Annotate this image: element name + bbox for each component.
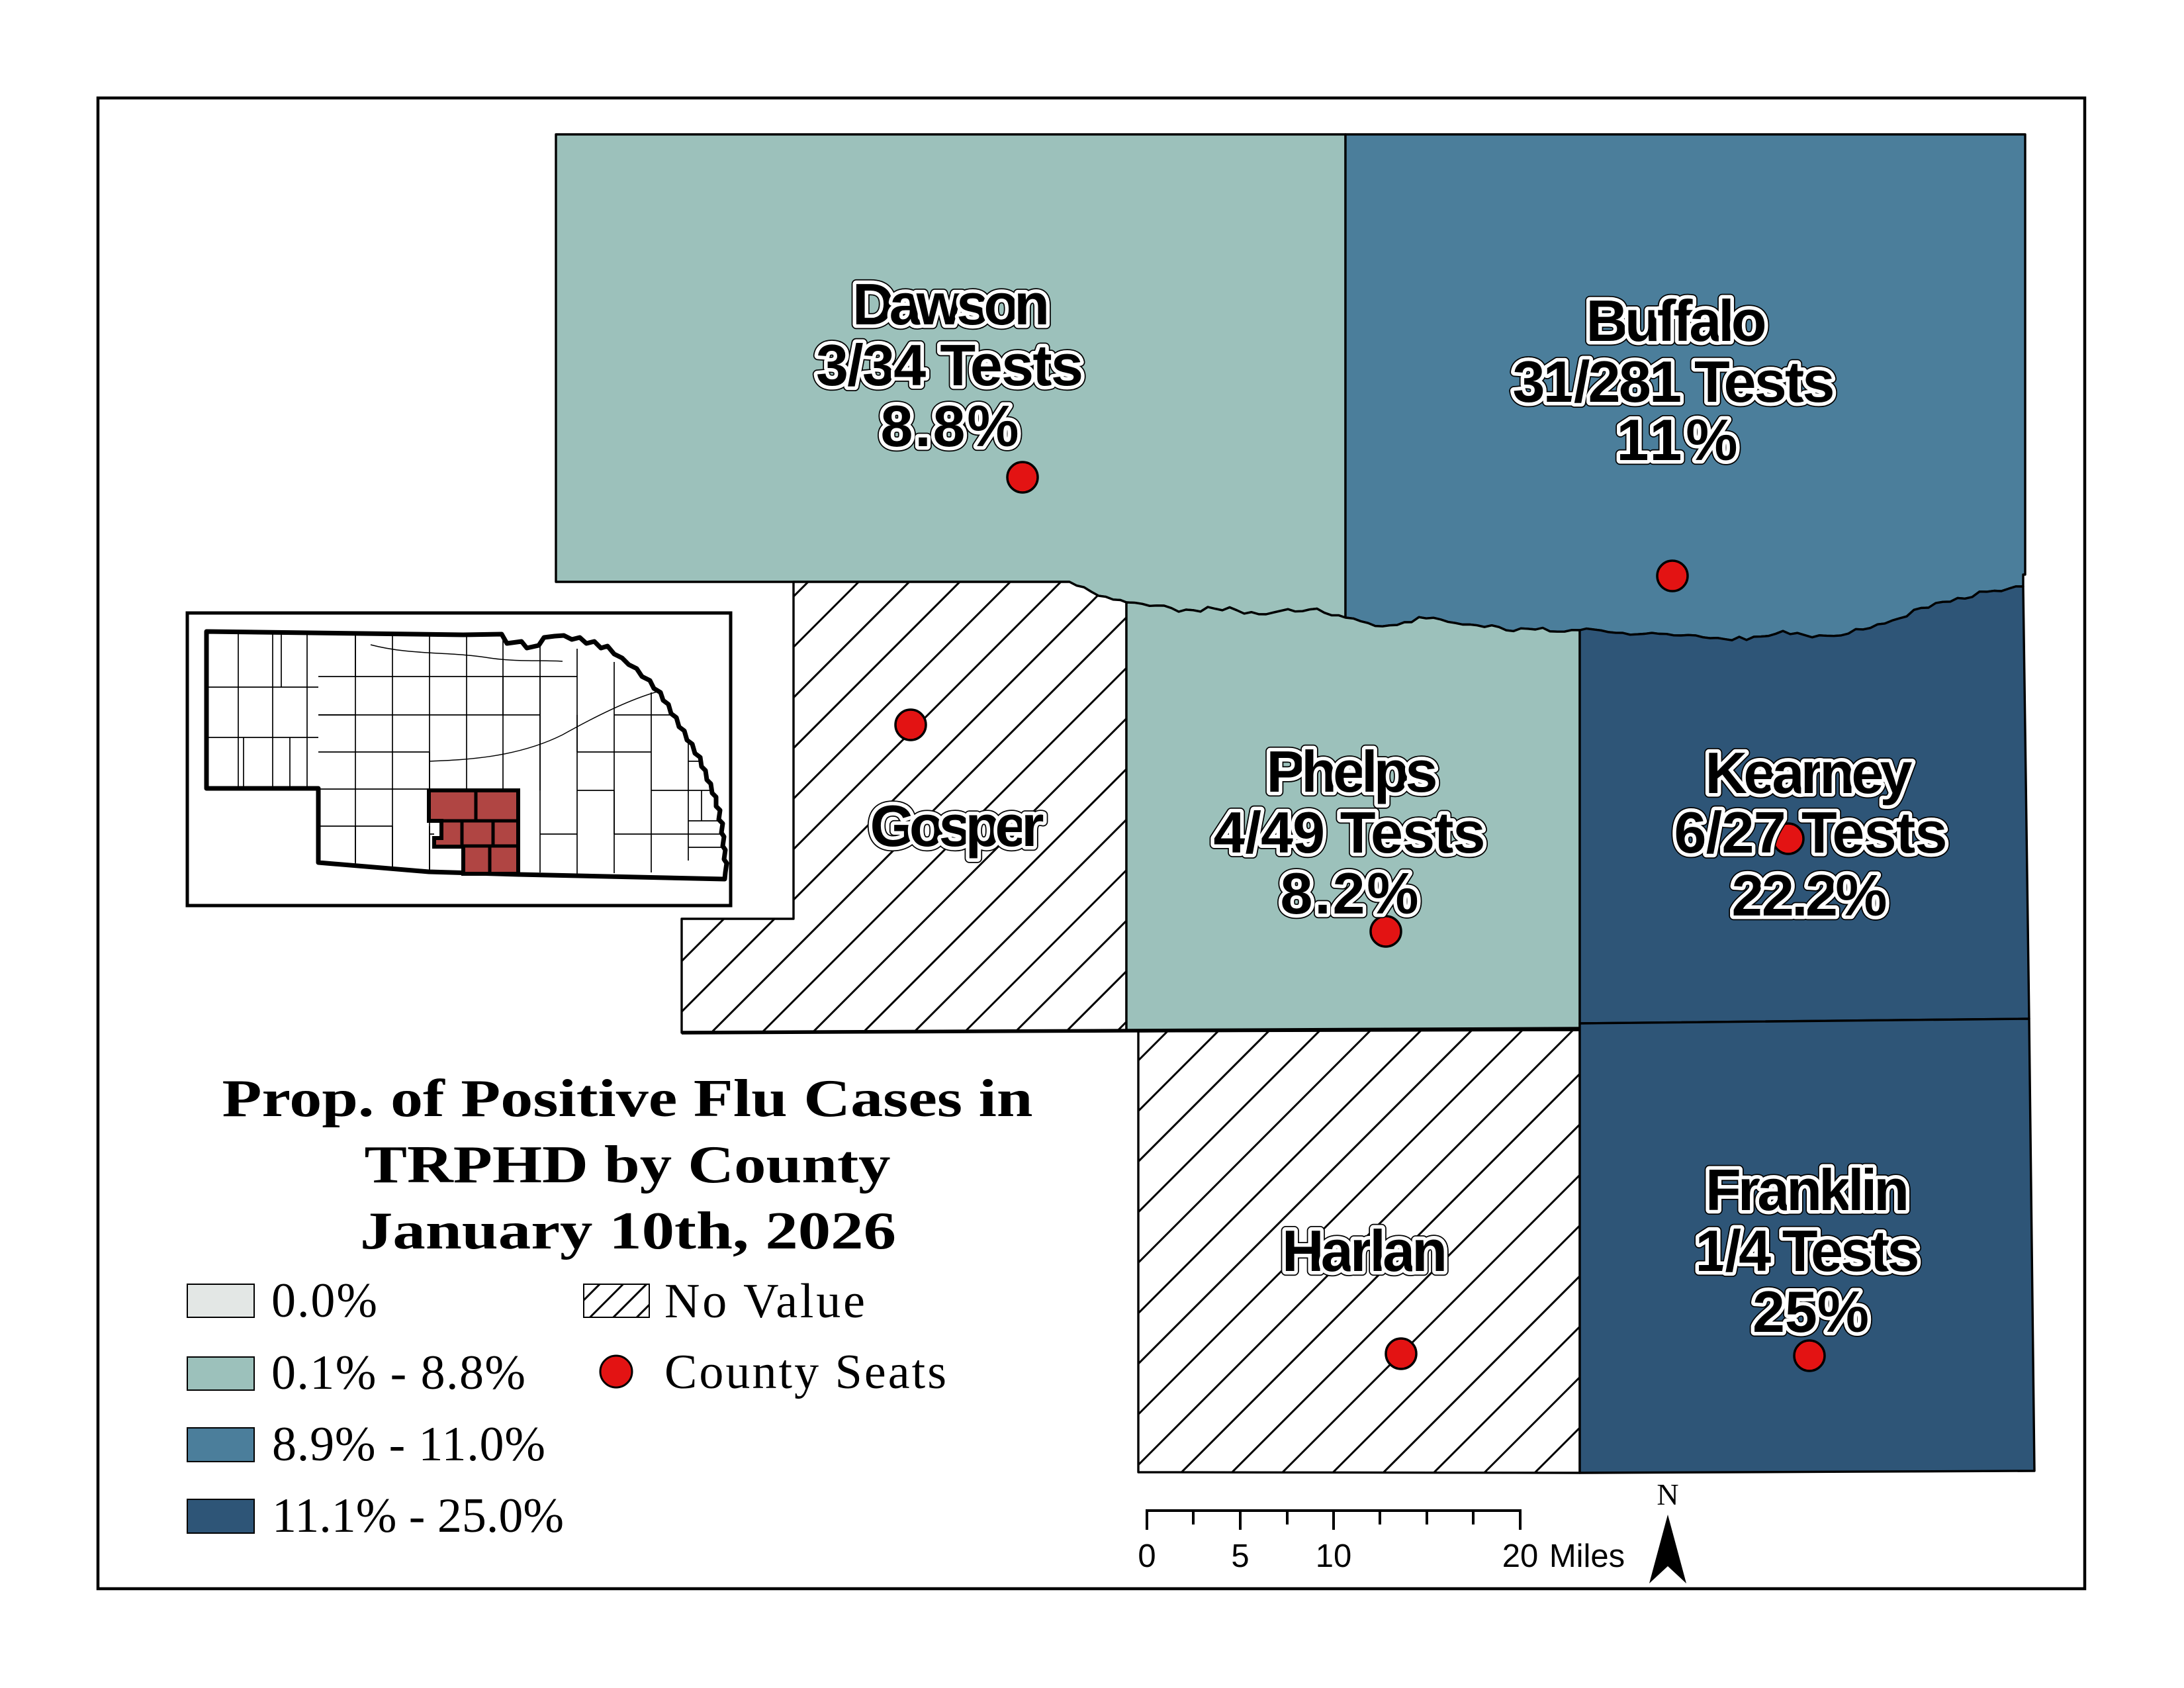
svg-text:8.9% - 11.0%: 8.9% - 11.0%	[272, 1417, 545, 1472]
svg-text:Buffalo: Buffalo	[1586, 288, 1767, 353]
svg-text:Harlan: Harlan	[1282, 1218, 1447, 1284]
svg-text:Phelps: Phelps	[1267, 739, 1438, 804]
svg-text:20: 20	[1502, 1538, 1539, 1574]
svg-text:8.2%: 8.2%	[1281, 861, 1419, 926]
svg-text:Buffalo: Buffalo	[1586, 288, 1767, 353]
svg-text:5: 5	[1231, 1538, 1249, 1574]
svg-text:Gosper: Gosper	[870, 793, 1044, 859]
svg-text:3/34 Tests: 3/34 Tests	[816, 332, 1083, 398]
svg-text:Franklin: Franklin	[1706, 1157, 1909, 1223]
svg-text:6/27 Tests: 6/27 Tests	[1674, 800, 1948, 865]
svg-text:No Value: No Value	[664, 1274, 865, 1329]
svg-text:Miles: Miles	[1549, 1538, 1625, 1574]
svg-text:Franklin: Franklin	[1706, 1157, 1909, 1223]
svg-text:Harlan: Harlan	[1282, 1218, 1447, 1284]
svg-text:Gosper: Gosper	[870, 793, 1044, 859]
svg-text:8.8%: 8.8%	[881, 393, 1019, 459]
svg-text:6/27 Tests: 6/27 Tests	[1674, 800, 1948, 865]
svg-text:11%: 11%	[1617, 407, 1738, 473]
svg-text:1/4 Tests: 1/4 Tests	[1696, 1218, 1920, 1284]
svg-text:8.2%: 8.2%	[1281, 861, 1419, 926]
svg-text:1/4 Tests: 1/4 Tests	[1696, 1218, 1920, 1284]
svg-text:25%: 25%	[1752, 1279, 1869, 1344]
svg-text:10: 10	[1316, 1538, 1352, 1574]
svg-text:25%: 25%	[1752, 1279, 1869, 1344]
svg-text:Kearney: Kearney	[1706, 740, 1913, 806]
svg-text:County Seats: County Seats	[664, 1345, 946, 1399]
svg-text:0.0%: 0.0%	[271, 1274, 377, 1328]
svg-text:11%: 11%	[1617, 407, 1738, 473]
svg-text:Dawson: Dawson	[852, 271, 1050, 337]
svg-text:4/49 Tests: 4/49 Tests	[1214, 800, 1486, 865]
svg-text:Kearney: Kearney	[1706, 740, 1913, 806]
svg-text:Dawson: Dawson	[852, 271, 1050, 337]
svg-text:0: 0	[1138, 1538, 1156, 1574]
svg-text:31/281 Tests: 31/281 Tests	[1513, 349, 1835, 414]
svg-text:N: N	[1657, 1477, 1678, 1511]
svg-text:22.2%: 22.2%	[1732, 863, 1888, 928]
svg-text:Phelps: Phelps	[1267, 739, 1438, 804]
svg-text:11.1% - 25.0%: 11.1% - 25.0%	[272, 1489, 564, 1543]
svg-text:Prop. of Positive Flu Cases in: Prop. of Positive Flu Cases in	[222, 1070, 1033, 1128]
svg-text:January 10th, 2026: January 10th, 2026	[360, 1202, 896, 1260]
svg-text:0.1% - 8.8%: 0.1% - 8.8%	[271, 1346, 525, 1400]
svg-text:22.2%: 22.2%	[1732, 863, 1888, 928]
svg-text:4/49 Tests: 4/49 Tests	[1214, 800, 1486, 865]
svg-text:3/34 Tests: 3/34 Tests	[816, 332, 1083, 398]
svg-text:TRPHD by County: TRPHD by County	[365, 1136, 891, 1194]
svg-text:31/281 Tests: 31/281 Tests	[1513, 349, 1835, 414]
svg-text:8.8%: 8.8%	[881, 393, 1019, 459]
